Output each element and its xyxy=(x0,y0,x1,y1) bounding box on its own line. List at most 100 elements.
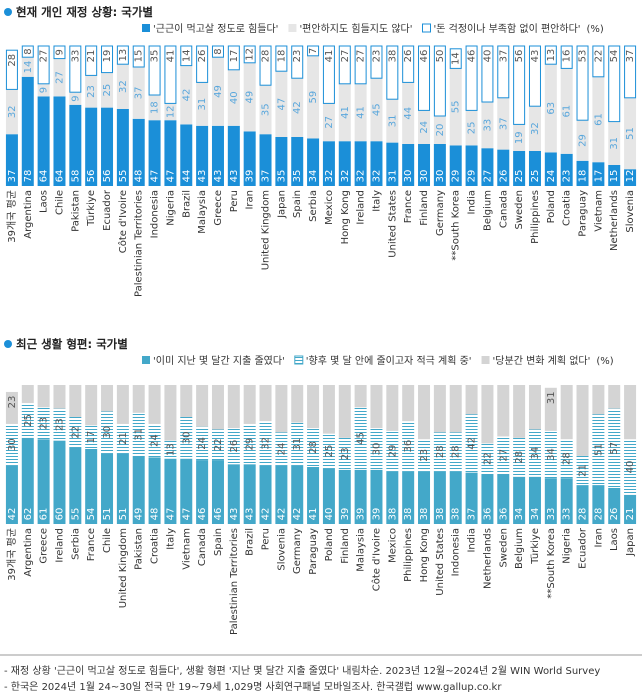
x-tick-label: Philippines xyxy=(530,190,541,244)
bar-segment xyxy=(338,385,351,438)
value-label: 14 xyxy=(23,61,34,74)
x-tick-label: Paraguay xyxy=(308,528,319,575)
value-label: 36 xyxy=(498,508,509,521)
value-label: 47 xyxy=(165,508,176,521)
bar-segment xyxy=(624,45,637,99)
value-label: 39 xyxy=(340,508,351,521)
x-tick-label: Palestinian Territories xyxy=(134,190,145,297)
bar-segment xyxy=(370,469,383,524)
value-label: 40 xyxy=(229,91,240,104)
value-label: 28 xyxy=(514,451,525,464)
value-label: 27 xyxy=(340,50,351,63)
x-tick-label: Finland xyxy=(340,528,351,564)
bar-segment xyxy=(513,151,526,186)
value-label: 51 xyxy=(118,508,129,521)
x-tick-label: Poland xyxy=(546,190,557,223)
value-label: 38 xyxy=(419,508,430,521)
bar-segment xyxy=(69,385,82,417)
value-label: 21 xyxy=(578,464,589,477)
value-label: 58 xyxy=(70,170,81,183)
bar-segment xyxy=(402,471,415,524)
value-label: 46 xyxy=(419,50,430,63)
x-tick-label: Côte d'Ivoire xyxy=(117,190,129,253)
bar-segment xyxy=(243,385,256,424)
bar-segment xyxy=(275,465,288,524)
value-label: 31 xyxy=(609,137,620,150)
value-label: 19 xyxy=(514,131,525,144)
value-label: 24 xyxy=(419,121,430,134)
value-label: 38 xyxy=(435,508,446,521)
bar-segment xyxy=(592,45,605,78)
bar-segment xyxy=(243,45,256,64)
x-tick-label: Argentina xyxy=(23,528,34,577)
value-label: 41 xyxy=(324,50,335,63)
value-label: 41 xyxy=(165,50,176,63)
x-tick-label: Sweden xyxy=(498,528,509,568)
bar-segment xyxy=(307,45,320,57)
legend-label: '근근이 먹고살 정도로 힘들다' xyxy=(153,23,278,35)
bar-segment xyxy=(275,71,288,137)
x-tick-label: Germany xyxy=(435,190,446,236)
value-label: 46 xyxy=(197,508,208,521)
value-label: 32 xyxy=(118,80,129,93)
value-label: 41 xyxy=(340,106,351,119)
value-label: 9 xyxy=(70,95,81,101)
bar-segment xyxy=(433,45,446,117)
bar-segment xyxy=(370,428,383,470)
bar-segment xyxy=(338,469,351,524)
bar-segment xyxy=(85,75,98,108)
bar-segment xyxy=(560,68,573,154)
value-label: 8 xyxy=(23,48,34,54)
value-label: 47 xyxy=(181,508,192,521)
x-tick-label: Pakistan xyxy=(70,190,81,232)
bar-segment xyxy=(322,141,335,186)
value-label: 16 xyxy=(562,50,573,63)
value-label: 42 xyxy=(292,101,303,114)
legend-label: '당분간 변화 계획 없다' xyxy=(493,354,591,367)
value-label: 23 xyxy=(371,50,382,63)
value-label: 43 xyxy=(197,170,208,183)
value-label: 37 xyxy=(7,170,18,183)
bar-segment xyxy=(465,110,478,146)
x-tick-label: Croatia xyxy=(150,528,161,564)
value-label: 26 xyxy=(498,170,509,183)
x-tick-label: Pakistan xyxy=(134,528,145,570)
bar-segment xyxy=(513,385,526,438)
bar-segment xyxy=(211,57,224,126)
value-label: 18 xyxy=(150,101,161,114)
bar-segment xyxy=(259,421,272,466)
bar-segment xyxy=(275,137,288,186)
x-tick-label: Canada xyxy=(197,528,208,566)
bar-segment xyxy=(243,464,256,524)
legend-unit: (%) xyxy=(596,356,613,367)
bar-segment xyxy=(21,385,34,404)
value-label: 13 xyxy=(118,49,129,62)
x-tick-label: Brazil xyxy=(245,528,256,556)
value-label: 24 xyxy=(150,434,161,447)
bar-segment xyxy=(132,45,145,68)
value-label: 30 xyxy=(181,431,192,444)
bar-segment xyxy=(180,416,193,459)
bar-segment xyxy=(370,78,383,142)
value-label: 17 xyxy=(229,50,240,63)
x-tick-label: Côte d'Ivoire xyxy=(370,528,382,591)
value-label: 55 xyxy=(451,101,462,114)
value-label: 29 xyxy=(467,170,478,183)
bar-segment xyxy=(576,160,589,186)
bar-segment xyxy=(116,385,129,424)
bar-segment xyxy=(307,138,320,186)
value-label: 9 xyxy=(54,49,65,55)
legend-swatch xyxy=(288,24,297,32)
x-tick-label: Ireland xyxy=(356,190,367,225)
value-label: 56 xyxy=(514,50,525,63)
x-tick-label: Chile xyxy=(102,528,113,553)
bar-segment xyxy=(148,423,161,458)
bar-segment xyxy=(354,469,367,524)
value-label: 35 xyxy=(150,50,161,63)
bar-segment xyxy=(418,45,431,111)
bar-segment xyxy=(544,152,557,186)
value-label: 19 xyxy=(102,50,113,63)
value-label: 39 xyxy=(371,508,382,521)
value-label: 47 xyxy=(276,98,287,111)
bar-segment xyxy=(5,89,18,135)
